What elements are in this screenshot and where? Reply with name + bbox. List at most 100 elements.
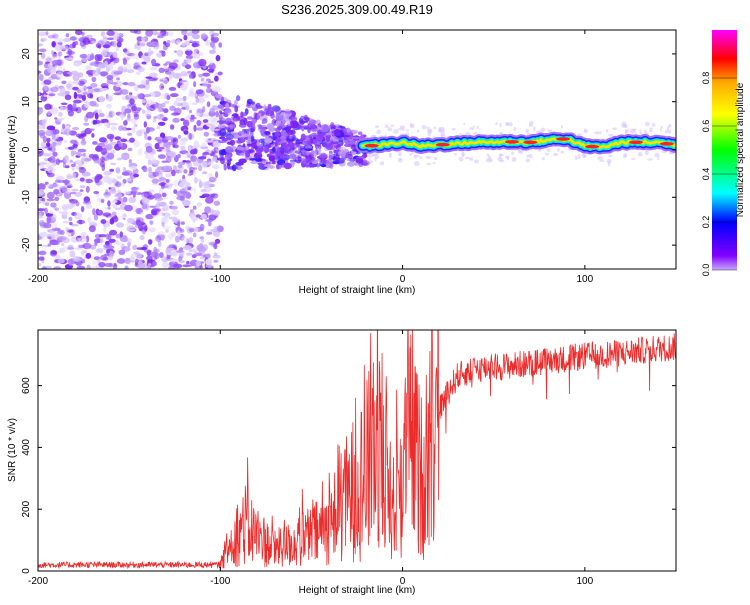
spectrogram-cell (238, 165, 242, 171)
spectrogram-cell (206, 101, 211, 108)
spectrogram-cell (165, 156, 172, 163)
spectrogram-cell (414, 154, 417, 159)
spectrogram-cell (166, 40, 171, 44)
spectrogram-cell (209, 41, 215, 48)
spectrogram-y-tick-label: -10 (21, 190, 32, 205)
spectrogram-cell (176, 39, 181, 44)
spectrogram-cell (280, 112, 285, 116)
spectrogram-cell (105, 94, 113, 102)
spectrogram-cell (47, 62, 54, 68)
spectrogram-cell (217, 71, 223, 76)
spectrogram-cell (152, 261, 157, 267)
spectrogram-cell (183, 119, 190, 128)
spectrogram-cell (55, 158, 61, 166)
spectrogram-cell (208, 173, 213, 178)
spectrogram-cell (269, 125, 275, 133)
spectrogram-cell (214, 238, 221, 244)
spectrogram-cell (599, 160, 605, 162)
spectrogram-cell (38, 48, 47, 53)
spectrogram-cell (58, 235, 67, 241)
spectrogram-cell (624, 130, 628, 135)
spectrogram-cell (202, 105, 206, 113)
spectrogram-cell (168, 265, 176, 269)
spectrogram-cell (215, 171, 219, 179)
spectrogram-cell (43, 94, 47, 98)
spectrogram-cell (93, 160, 101, 164)
spectrogram-cell (473, 159, 479, 164)
snr-x-tick-label: 100 (577, 576, 594, 587)
spectrogram-cell (347, 155, 351, 158)
spectrogram-cell (134, 258, 139, 266)
spectrogram-cell (66, 175, 74, 179)
spectrogram-cell (124, 50, 131, 56)
spectrogram-cell (131, 110, 140, 114)
spectrogram-cell (205, 258, 213, 266)
spectrogram-cell (154, 142, 160, 150)
spectrogram-cell (414, 161, 420, 167)
spectrogram-cell (67, 110, 74, 117)
spectrogram-cell (156, 136, 163, 140)
spectrogram-cell (137, 66, 145, 73)
spectrogram-peak (659, 142, 674, 146)
spectrogram-cell (486, 153, 490, 157)
spectrogram-cell (200, 33, 208, 39)
spectrogram-cell (42, 85, 49, 93)
snr-panel: -200 -100 0 100 0 200 400 600 Height of straig… (7, 329, 677, 596)
spectrogram-cell (165, 136, 174, 141)
spectrogram-cell (51, 227, 61, 231)
spectrogram-cell (623, 153, 627, 159)
snr-series-line (38, 330, 676, 570)
spectrogram-cell (51, 53, 58, 58)
spectrogram-cell (80, 231, 87, 239)
spectrogram-cell (161, 221, 165, 227)
spectrogram-cell (185, 50, 189, 55)
spectrogram-cell (122, 217, 126, 220)
spectrogram-cell (223, 164, 227, 171)
spectrogram-cell (200, 252, 207, 259)
spectrogram-cell (77, 153, 85, 157)
spectrogram-cell (67, 244, 74, 250)
spectrogram-cell (114, 207, 122, 211)
colorbar-label: Normalized spectral amplitude (735, 82, 746, 217)
spectrogram-cell (161, 192, 167, 198)
spectrogram-cell (651, 122, 656, 127)
spectrogram-cell (142, 165, 148, 173)
spectrogram-peak (556, 137, 570, 141)
spectrogram-cell (399, 125, 406, 129)
spectrogram-cell (397, 152, 403, 157)
spectrogram-cell (314, 144, 319, 149)
spectrogram-cell (151, 178, 159, 184)
spectrogram-cell (59, 247, 65, 254)
spectrogram-cell (94, 109, 99, 113)
spectrogram-cell (211, 118, 219, 125)
spectrogram-cell (73, 91, 78, 99)
spectrogram-cell (100, 156, 106, 163)
spectrogram-cell (508, 122, 513, 127)
spectrogram-cell (612, 127, 618, 131)
spectrogram-cell (165, 229, 169, 233)
spectrogram-cell (85, 66, 92, 71)
spectrogram-cell (208, 60, 213, 66)
spectrogram-cell (97, 210, 101, 215)
spectrogram-cell (250, 160, 259, 164)
spectrogram-cell (128, 159, 132, 164)
spectrogram-cell (576, 133, 582, 137)
spectrogram-cell (129, 98, 135, 105)
spectrogram-cell (71, 188, 79, 192)
spectrogram-cell (180, 146, 186, 151)
spectrogram-cell (182, 264, 192, 268)
spectrogram-cell (185, 104, 190, 111)
spectrogram-cell (38, 199, 42, 204)
spectrogram-cell (44, 202, 50, 207)
spectrogram-cell (86, 111, 95, 119)
spectrogram-cell (127, 217, 135, 224)
spectrogram-cell (91, 133, 95, 138)
spectrogram-cell (212, 254, 221, 259)
spectrogram-cell (196, 144, 201, 148)
spectrogram-cell (119, 111, 125, 115)
spectrogram-cell (184, 152, 191, 156)
spectrogram-cell (87, 93, 93, 99)
spectrogram-cell (122, 58, 127, 65)
spectrogram-cell (213, 131, 221, 137)
spectrogram-cell (114, 136, 122, 141)
